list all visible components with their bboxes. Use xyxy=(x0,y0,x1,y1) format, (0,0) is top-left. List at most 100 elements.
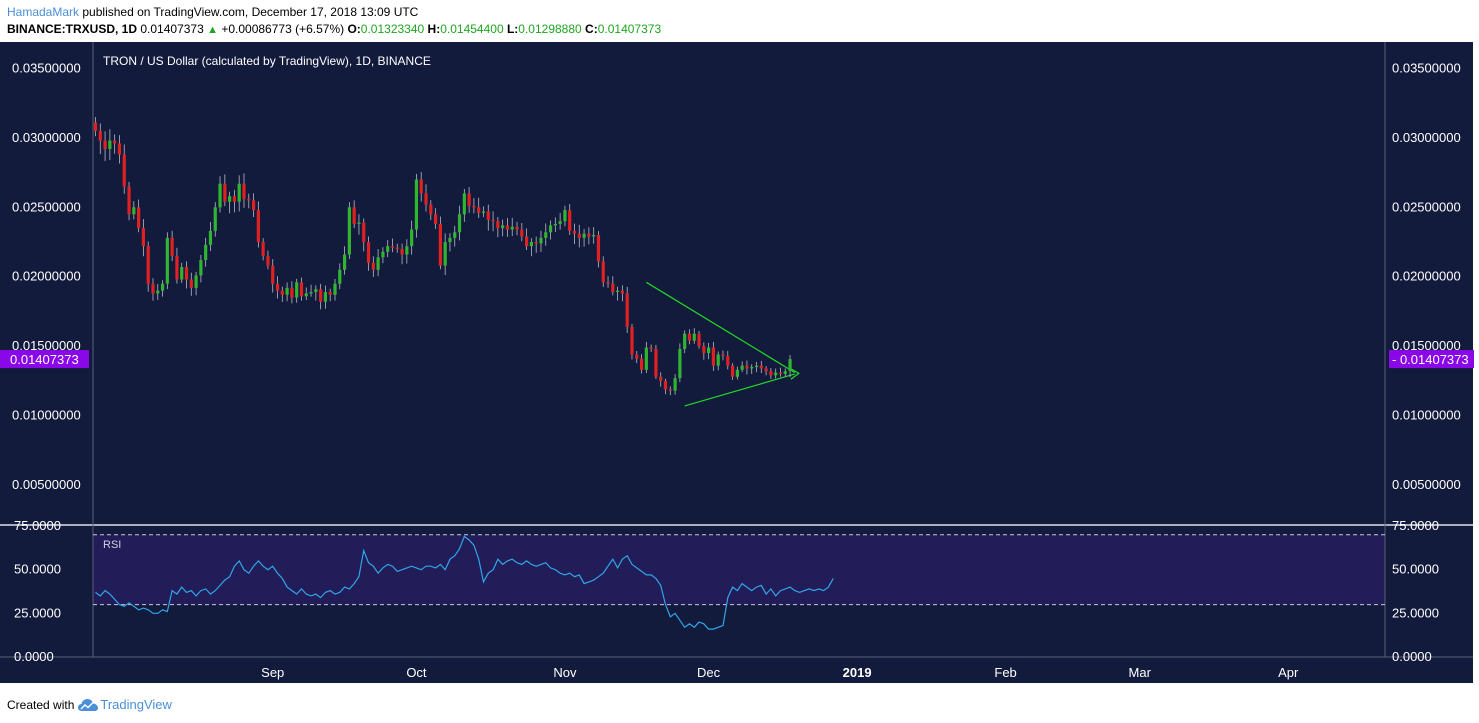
rsi-tick-left: 0.0000 xyxy=(14,649,54,664)
price-change: +0.00086773 (+6.57%) xyxy=(221,22,345,36)
candle xyxy=(659,372,663,387)
candle xyxy=(668,386,672,396)
bear-candle-body xyxy=(266,255,270,266)
bear-candle-body xyxy=(98,130,102,141)
bear-candle-body xyxy=(319,289,323,302)
candle xyxy=(323,285,328,309)
bull-candle-body xyxy=(357,222,361,224)
candle xyxy=(199,254,203,283)
candle xyxy=(170,230,174,262)
bear-candle-body xyxy=(625,293,629,327)
rsi-tick-left: 25.0000 xyxy=(14,605,61,620)
candle xyxy=(702,342,706,360)
candle xyxy=(663,378,668,395)
bear-candle-body xyxy=(433,214,438,224)
candle xyxy=(285,282,289,302)
candle xyxy=(563,205,567,227)
last-price-tag-right xyxy=(1389,350,1474,369)
time-tick: 2019 xyxy=(843,665,872,680)
candle xyxy=(558,212,562,230)
candle xyxy=(539,230,543,252)
price-tick-right: 0.02000000 xyxy=(1392,269,1461,284)
candle xyxy=(371,256,375,277)
low-label: L: xyxy=(506,22,519,36)
price-chart[interactable]: 0.00500000 0.00500000 0.01000000 0.01000000… xyxy=(0,42,1479,690)
candle xyxy=(649,344,653,353)
candle xyxy=(242,173,246,208)
author-link[interactable]: HamadaMark xyxy=(7,5,80,19)
bear-candle-body xyxy=(137,207,141,229)
bull-candle-body xyxy=(218,183,222,208)
candle xyxy=(146,241,150,292)
price-pane[interactable] xyxy=(93,42,1385,524)
bull-candle-body xyxy=(410,229,414,247)
bear-candle-body xyxy=(472,205,476,208)
candle xyxy=(472,198,476,214)
candle xyxy=(625,286,629,334)
bull-candle-body xyxy=(347,207,351,255)
bear-candle-body xyxy=(663,380,668,390)
bull-candle-body xyxy=(707,347,711,354)
price-tick-right: 0.02500000 xyxy=(1392,199,1461,214)
bear-candle-body xyxy=(232,196,237,202)
footer: Created with TradingView xyxy=(7,697,172,713)
bull-candle-body xyxy=(735,369,739,377)
candle xyxy=(778,367,783,377)
candle xyxy=(180,262,184,283)
bear-candle-body xyxy=(491,219,495,222)
candle xyxy=(759,360,763,374)
candle xyxy=(443,233,447,276)
rsi-tick-right: 50.0000 xyxy=(1392,562,1439,577)
candle xyxy=(453,225,457,247)
candle xyxy=(113,134,117,154)
last-price-value: 0.01407373 xyxy=(140,22,204,36)
triangle-arrowhead xyxy=(789,367,800,380)
candle xyxy=(639,354,644,374)
time-tick: Apr xyxy=(1278,665,1299,680)
price-tick-right: 0.03500000 xyxy=(1392,60,1461,75)
candle xyxy=(189,272,193,296)
close-label: C: xyxy=(585,22,598,36)
candle xyxy=(208,222,213,251)
price-tick-left: 0.00500000 xyxy=(12,477,81,492)
time-tick: Dec xyxy=(697,665,721,680)
candle xyxy=(462,188,466,222)
bull-candle-body xyxy=(309,292,313,294)
candle xyxy=(228,191,232,214)
bull-candle-body xyxy=(683,333,687,349)
candle xyxy=(429,200,433,221)
created-with-text: Created with xyxy=(7,698,75,712)
candle xyxy=(654,344,658,379)
left-price-axis xyxy=(0,42,93,524)
bull-candle-body xyxy=(457,214,462,233)
candle xyxy=(151,278,155,301)
high-value: 0.01454400 xyxy=(440,22,504,36)
time-axis xyxy=(0,657,1473,683)
candle xyxy=(548,220,553,240)
bear-candle-body xyxy=(635,354,639,359)
candle xyxy=(726,350,730,370)
tradingview-link[interactable]: TradingView xyxy=(100,697,172,712)
bear-candle-body xyxy=(769,371,773,376)
rsi-band xyxy=(93,534,1385,605)
bear-candle-body xyxy=(103,140,107,149)
bear-candle-body xyxy=(419,179,423,194)
candle xyxy=(616,286,620,301)
high-label: H: xyxy=(427,22,441,36)
candle xyxy=(769,367,773,379)
candle xyxy=(754,361,759,373)
candle xyxy=(280,286,284,302)
bull-candle-body xyxy=(405,246,409,255)
candle xyxy=(481,206,486,218)
bear-candle-body xyxy=(438,223,442,266)
bull-candle-body xyxy=(644,347,648,370)
candle xyxy=(735,366,739,380)
bear-candle-body xyxy=(525,236,529,247)
candle xyxy=(486,204,490,231)
bear-candle-body xyxy=(496,221,500,229)
bear-candle-body xyxy=(687,333,692,341)
candle xyxy=(433,208,438,229)
bull-candle-body xyxy=(716,354,720,366)
candle xyxy=(721,350,725,361)
bear-candle-body xyxy=(654,348,658,377)
